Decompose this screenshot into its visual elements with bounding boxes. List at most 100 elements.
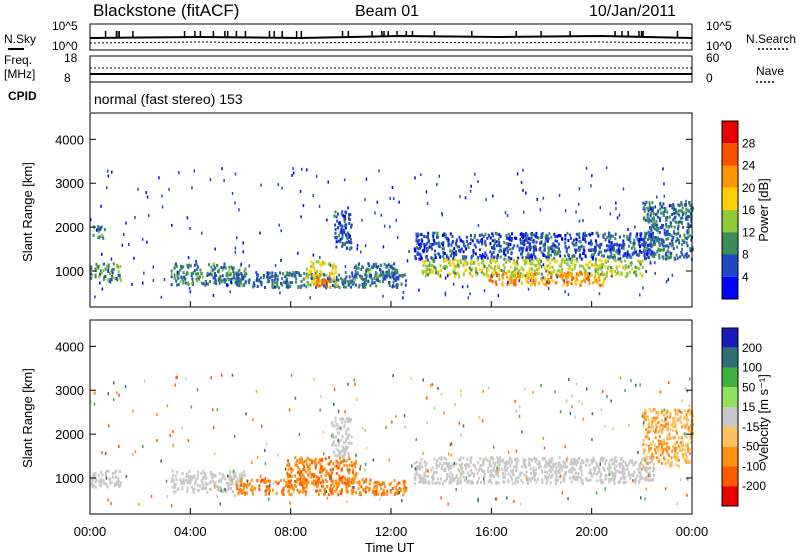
- data-cell: [204, 481, 207, 485]
- data-cell: [560, 466, 563, 470]
- data-cell: [213, 275, 216, 279]
- scatter-cell: [469, 189, 472, 193]
- nave-label: Nave: [756, 64, 784, 78]
- scatter-cell: [645, 270, 647, 273]
- data-cell: [587, 479, 590, 483]
- data-cell: [451, 249, 454, 253]
- data-cell: [689, 425, 692, 429]
- scatter-cell: [427, 258, 429, 262]
- scatter-cell: [172, 444, 174, 447]
- data-cell: [185, 273, 188, 276]
- data-cell: [364, 490, 367, 494]
- data-cell: [395, 271, 398, 275]
- scatter-cell: [144, 379, 146, 383]
- data-cell: [566, 465, 569, 469]
- data-cell: [647, 467, 650, 471]
- data-cell: [533, 244, 536, 248]
- data-cell: [582, 237, 585, 241]
- data-cell: [298, 458, 301, 462]
- data-cell: [354, 283, 357, 287]
- data-cell: [107, 265, 110, 269]
- data-cell: [99, 273, 101, 276]
- data-cell: [651, 423, 654, 427]
- data-cell: [481, 237, 484, 241]
- data-cell: [553, 248, 556, 252]
- data-cell: [569, 273, 572, 277]
- data-cell: [423, 262, 426, 266]
- scatter-cell: [355, 453, 357, 457]
- data-cell: [385, 270, 388, 274]
- scatter-cell: [113, 381, 115, 385]
- data-cell: [355, 264, 358, 268]
- data-cell: [514, 465, 517, 468]
- scatter-cell: [495, 497, 498, 501]
- data-cell: [273, 278, 276, 282]
- data-cell: [238, 279, 241, 283]
- data-cell: [680, 201, 683, 205]
- data-cell: [94, 480, 97, 484]
- data-cell: [583, 268, 586, 272]
- scatter-cell: [365, 177, 368, 181]
- data-cell: [266, 485, 269, 489]
- scatter-cell: [357, 472, 359, 476]
- data-cell: [460, 481, 463, 485]
- data-cell: [345, 432, 348, 436]
- data-cell: [491, 271, 494, 275]
- data-cell: [417, 232, 420, 236]
- data-cell: [195, 272, 198, 276]
- data-cell: [494, 463, 496, 467]
- scatter-cell: [668, 204, 671, 208]
- data-cell: [306, 281, 309, 285]
- data-cell: [91, 475, 94, 479]
- data-cell: [423, 472, 426, 476]
- scatter-cell: [547, 286, 550, 290]
- data-cell: [355, 474, 357, 478]
- data-cell: [667, 426, 670, 430]
- data-cell: [320, 271, 323, 275]
- data-cell: [346, 436, 349, 440]
- data-cell: [547, 278, 550, 281]
- data-cell: [510, 460, 513, 464]
- data-cell: [551, 250, 554, 253]
- data-cell: [647, 244, 650, 248]
- data-cell: [486, 458, 489, 462]
- data-cell: [673, 435, 676, 439]
- data-cell: [650, 219, 653, 223]
- scatter-cell: [379, 497, 381, 501]
- data-cell: [657, 459, 660, 463]
- scatter-cell: [436, 183, 438, 186]
- data-cell: [470, 255, 473, 258]
- data-cell: [345, 436, 348, 440]
- data-cell: [656, 447, 659, 451]
- data-cell: [661, 439, 664, 443]
- data-cell: [442, 468, 445, 472]
- data-cell: [416, 465, 419, 469]
- data-cell: [688, 224, 691, 228]
- data-cell: [364, 273, 367, 277]
- data-cell: [653, 227, 656, 231]
- data-cell: [111, 268, 114, 271]
- data-cell: [337, 461, 340, 465]
- data-cell: [272, 488, 274, 492]
- data-cell: [201, 480, 204, 484]
- scatter-cell: [542, 263, 545, 267]
- data-cell: [332, 435, 335, 439]
- data-cell: [658, 249, 661, 253]
- data-cell: [285, 271, 288, 275]
- data-cell: [348, 222, 351, 226]
- data-cell: [334, 480, 337, 484]
- data-cell: [264, 489, 267, 493]
- data-cell: [340, 224, 343, 228]
- data-cell: [213, 473, 216, 477]
- data-cell: [196, 272, 199, 276]
- data-cell: [392, 267, 395, 271]
- data-cell: [105, 470, 108, 473]
- data-cell: [375, 490, 377, 494]
- data-cell: [316, 270, 318, 274]
- data-cell: [581, 459, 584, 463]
- data-cell: [618, 264, 621, 268]
- data-cell: [376, 484, 379, 488]
- data-cell: [591, 263, 594, 267]
- data-cell: [295, 460, 298, 464]
- data-cell: [171, 485, 174, 489]
